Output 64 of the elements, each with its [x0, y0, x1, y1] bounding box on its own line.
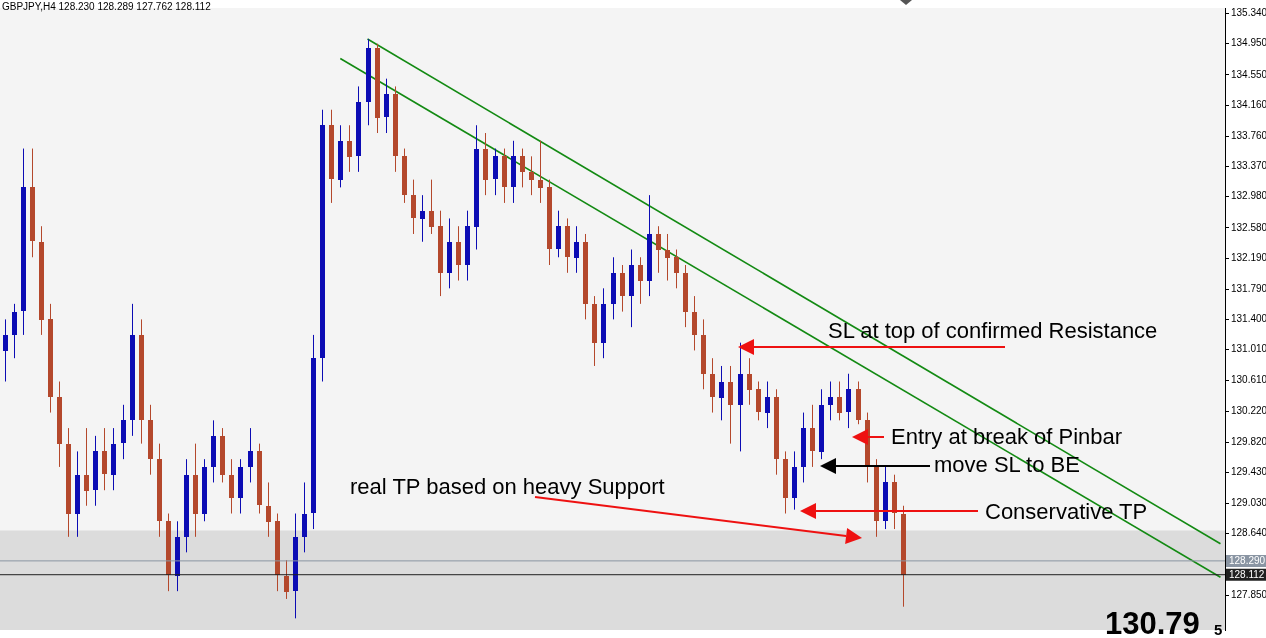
candlestick: [719, 365, 724, 421]
y-tick-label: 131.790: [1231, 282, 1266, 294]
chart-title: GBPJPY,H4 128.230 128.289 127.762 128.112: [2, 1, 211, 12]
candlestick: [84, 427, 89, 507]
annotation: 130.79: [1105, 606, 1200, 638]
ref-line-label: 128.112: [1229, 568, 1265, 580]
y-tick-label: 130.220: [1231, 404, 1266, 416]
annotation: Conservative TP: [985, 499, 1148, 524]
candlestick: [765, 381, 770, 429]
y-tick-label: 134.160: [1231, 98, 1266, 110]
candlestick: [574, 225, 579, 274]
annotation: 5: [1214, 621, 1223, 638]
candlestick: [692, 295, 697, 351]
candlestick: [756, 381, 761, 421]
candlestick: [665, 233, 670, 282]
candlestick: [284, 559, 289, 600]
y-tick-label: 129.820: [1231, 435, 1266, 447]
candlestick: [266, 481, 271, 538]
candlestick: [121, 404, 126, 460]
candlestick: [810, 404, 815, 468]
y-tick-label: 131.400: [1231, 313, 1266, 325]
y-tick-label: 130.610: [1231, 374, 1266, 386]
y-tick-label: 132.580: [1231, 221, 1266, 233]
y-tick-label: 129.430: [1231, 466, 1266, 478]
ref-line-label: 128.290: [1229, 555, 1266, 567]
y-tick-label: 132.190: [1231, 251, 1266, 263]
y-tick-label: 131.010: [1231, 343, 1266, 355]
candlestick: [846, 373, 851, 429]
candlestick: [429, 179, 434, 235]
y-tick-label: 135.340: [1231, 7, 1266, 19]
candlestick: [828, 381, 833, 421]
candlestick: [493, 148, 498, 196]
y-tick-label: 129.030: [1231, 497, 1266, 509]
candlestick: [420, 194, 425, 243]
candlestick: [347, 124, 352, 173]
candlestick: [638, 256, 643, 305]
candlestick: [456, 225, 461, 282]
candlestick: [656, 225, 661, 274]
candlestick: [529, 155, 534, 196]
candlestick: [384, 78, 389, 134]
candlestick: [538, 140, 543, 204]
candlestick: [620, 264, 625, 313]
candlestick: [3, 318, 8, 383]
y-tick-label: 133.760: [1231, 129, 1266, 141]
y-tick-label: 127.850: [1231, 588, 1266, 600]
candlestick: [229, 458, 234, 515]
candlestick: [248, 427, 253, 483]
candlestick: [837, 381, 842, 421]
candlestick: [302, 481, 307, 553]
candlestick: [520, 148, 525, 188]
y-tick-label: 132.980: [1231, 190, 1266, 202]
candlestick: [674, 249, 679, 289]
y-tick-label: 134.550: [1231, 68, 1266, 80]
y-tick-label: 134.950: [1231, 37, 1266, 49]
annotation: real TP based on heavy Support: [350, 474, 665, 499]
candlestick: [556, 210, 561, 258]
y-tick-label: 133.370: [1231, 160, 1266, 172]
candlestick: [747, 357, 752, 406]
candlestick: [728, 365, 733, 445]
candlestick: [710, 357, 715, 414]
candlestick: [12, 303, 17, 359]
candlestick: [411, 179, 416, 235]
y-tick-label: 128.640: [1231, 527, 1266, 539]
candlestick: [102, 427, 107, 491]
